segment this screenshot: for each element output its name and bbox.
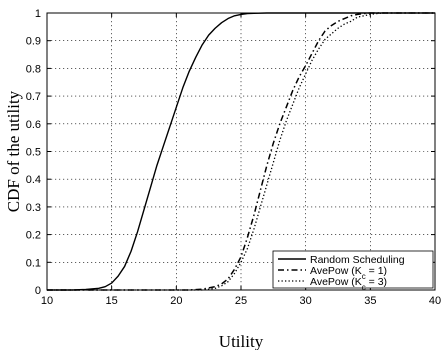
y-tick-label: 0.8 — [26, 63, 41, 75]
legend-box — [272, 250, 434, 289]
y-tick-labels: 0 0.1 0.2 0.3 0.4 0.5 0.6 0.7 0.8 0.9 1 — [26, 8, 41, 297]
y-tick-label: 0.7 — [26, 91, 41, 103]
y-tick-label: 0.2 — [26, 230, 41, 242]
legend-label: Random Scheduling — [310, 254, 405, 266]
y-axis-label: CDF of the utility — [4, 90, 23, 212]
x-tick-labels: 10 15 20 25 30 35 40 — [41, 295, 441, 307]
series-line-3 — [47, 12, 435, 291]
series-line-2 — [47, 12, 435, 291]
legend-label: AvePow (Kc = 3) — [310, 276, 387, 292]
grid-lines — [47, 13, 435, 290]
y-tick-label: 0.5 — [26, 147, 41, 159]
tick-marks — [46, 12, 436, 291]
x-tick-label: 15 — [106, 295, 118, 307]
y-tick-label: 1 — [35, 8, 41, 20]
y-tick-label: 0.1 — [26, 257, 41, 269]
x-tick-label: 40 — [429, 295, 441, 307]
legend-label: AvePow (Kc = 1) — [310, 265, 387, 281]
series-line-1 — [47, 12, 435, 291]
y-tick-label: 0.4 — [26, 174, 41, 186]
series-lines — [47, 12, 435, 291]
x-tick-label: 20 — [170, 295, 182, 307]
y-tick-label: 0.6 — [26, 119, 41, 131]
x-tick-label: 25 — [235, 295, 247, 307]
plot-frame — [46, 12, 436, 291]
y-tick-label: 0 — [35, 285, 41, 297]
y-tick-label: 0.9 — [26, 36, 41, 48]
x-tick-label: 35 — [364, 295, 376, 307]
y-tick-label: 0.3 — [26, 202, 41, 214]
x-tick-label: 10 — [41, 295, 53, 307]
x-axis-label: Utility — [219, 332, 264, 350]
x-tick-label: 30 — [300, 295, 312, 307]
